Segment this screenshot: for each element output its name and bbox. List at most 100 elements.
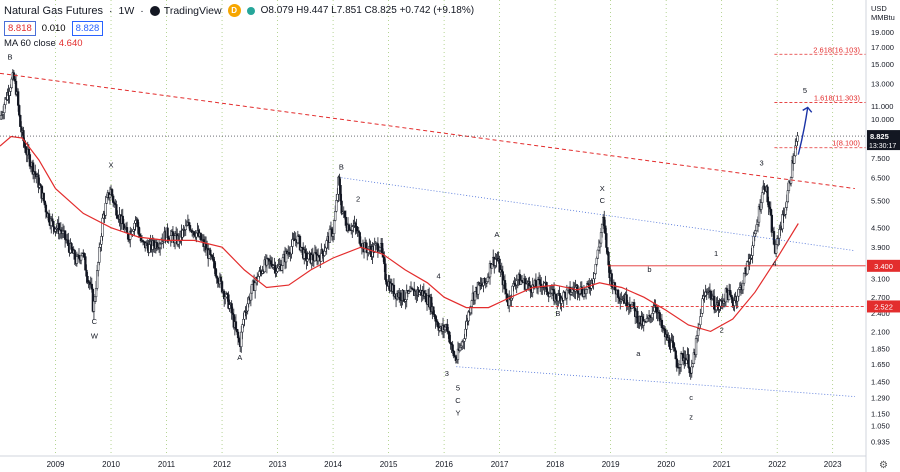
candle-body [672,342,675,348]
candle-body [365,242,368,249]
candle-body [592,278,595,285]
candle-body [448,331,451,343]
wave-label: z [689,412,693,421]
indicator-legend[interactable]: MA 60 close 4.640 [4,38,83,49]
candle-body [355,226,358,232]
candle-body [632,302,636,309]
candle-body [776,238,779,245]
channel-lower-line [456,366,855,397]
y-tick-label: 7.500 [871,154,890,163]
wave-label: Y [455,409,460,418]
candle-body [700,313,703,317]
wave-label: 3 [760,159,764,168]
fib-level-label: 1.618(11.303) [814,93,861,102]
buy-price-box[interactable]: 8.828 [71,21,104,36]
candle-body [93,296,97,302]
candle-body [230,303,233,314]
y-tick-label: 0.935 [871,437,890,446]
candle-body [500,269,503,272]
candle-body [193,231,196,236]
x-tick-label: 2021 [713,460,731,469]
candle-body [558,292,561,296]
candle-body [213,260,216,269]
candle-body [760,202,763,210]
candle-body [181,230,184,238]
candle-body [651,313,654,318]
candle-body [731,296,734,304]
candle-body [545,282,548,293]
candle-body [595,257,598,265]
candle-body [694,338,698,355]
candle-body [75,256,79,264]
candle-body [94,288,98,298]
candle-body [452,350,455,357]
dot-separator: · [140,4,144,17]
candle-body [237,337,241,342]
candle-body [325,240,328,249]
candle-body [688,367,691,374]
settings-gear-icon[interactable]: ⚙ [879,460,888,471]
price-axis[interactable]: 19.00017.00015.00013.00011.00010.0009.00… [865,0,900,472]
candle-body [98,247,101,263]
wave-label: C [455,396,461,405]
y-tick-label: 11.000 [871,102,893,111]
candle-body [465,320,468,330]
axis-unit-currency: USD [871,4,887,13]
x-tick-label: 2011 [158,460,176,469]
candle-body [236,331,240,339]
candle-body [691,363,694,368]
y-tick-label: 3.100 [871,274,890,283]
candle-body [166,227,169,239]
candle-body [99,244,102,248]
time-axis[interactable]: 2009 2010 2011 2012 2013 2014 2015 2016 2017 2018… [0,455,866,469]
candle-body [715,304,718,310]
candle-body [763,185,766,190]
candle-body [54,228,57,232]
candle-body [449,341,452,345]
candle-body [699,316,702,326]
candle-body [515,280,518,286]
candle-body [778,229,781,239]
candle-body [92,301,96,312]
channel-upper-line [341,177,855,252]
sell-price-box[interactable]: 8.818 [4,21,36,36]
candle-body [228,304,231,309]
candle-body [277,266,280,269]
candle-body [473,291,477,301]
candle-body [534,280,538,287]
candle-body [336,194,339,201]
candle-body [701,298,704,314]
projection-arrowhead [802,106,813,113]
candle-body [10,78,13,88]
candle-body [746,260,749,275]
level-price-tag [867,259,900,272]
x-tick-label: 2017 [491,460,509,469]
delayed-badge[interactable]: D [227,4,241,17]
candle-body [331,233,335,237]
candle-body [0,115,3,120]
candle-body [224,296,227,300]
candle-body [687,354,690,368]
trade-price-boxes: 8.818 0.010 8.828 [4,21,104,36]
candle-body [605,233,608,248]
candle-body [733,300,736,306]
candle-body [84,256,87,271]
candle-body [241,324,244,333]
candle-body [246,303,249,312]
candle-body [562,291,565,301]
candle-body [188,225,192,231]
candle-body [767,201,770,208]
candle-body [324,247,327,252]
candle-body [785,201,788,208]
candle-body [786,190,790,203]
candle-body [85,269,88,277]
candle-body [290,246,293,255]
candle-body [209,249,212,255]
overlay-lines: 2.618(16.103) 1.618(11.303) 1(8.100) [0,45,866,397]
candle-body [67,239,70,246]
candle-body [668,337,671,347]
candle-body [339,185,342,202]
symbol-title[interactable]: Natural Gas Futures [4,4,104,17]
interval-label[interactable]: 1W [118,4,135,17]
